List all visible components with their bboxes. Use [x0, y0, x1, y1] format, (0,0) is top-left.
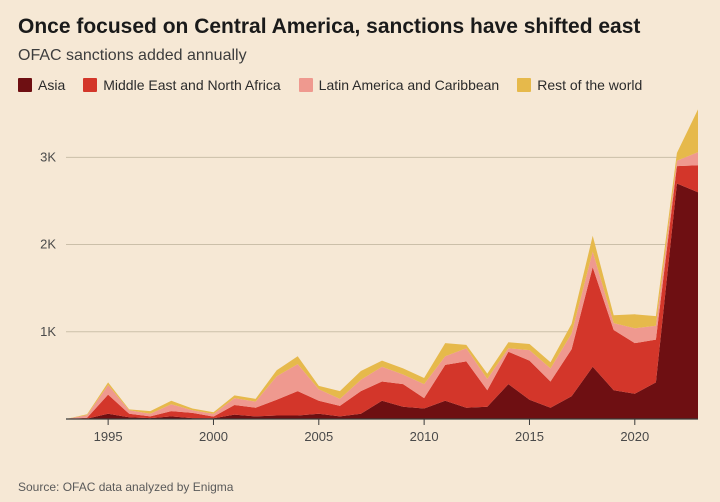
chart-plot: 1K 2K 3K 1995 2000 2005 2010 2015 2020 — [18, 99, 702, 449]
legend-item: Middle East and North Africa — [83, 77, 280, 93]
x-axis-label: 2000 — [199, 429, 228, 444]
x-axis-label: 2005 — [304, 429, 333, 444]
y-axis-label: 1K — [40, 324, 56, 339]
legend-item: Asia — [18, 77, 65, 93]
legend-swatch — [299, 78, 313, 92]
legend-item: Rest of the world — [517, 77, 642, 93]
chart-container: Once focused on Central America, sanctio… — [0, 0, 720, 502]
legend-label: Asia — [38, 77, 65, 93]
legend-label: Rest of the world — [537, 77, 642, 93]
source-text: Source: OFAC data analyzed by Enigma — [18, 480, 233, 494]
legend-swatch — [18, 78, 32, 92]
y-axis-label: 3K — [40, 150, 56, 165]
x-axis-label: 2015 — [515, 429, 544, 444]
y-axis-label: 2K — [40, 237, 56, 252]
legend-label: Middle East and North Africa — [103, 77, 280, 93]
legend-swatch — [83, 78, 97, 92]
x-axis-label: 1995 — [94, 429, 123, 444]
legend-item: Latin America and Caribbean — [299, 77, 500, 93]
x-axis-label: 2020 — [620, 429, 649, 444]
legend-label: Latin America and Caribbean — [319, 77, 500, 93]
legend-swatch — [517, 78, 531, 92]
x-axis-label: 2010 — [410, 429, 439, 444]
area-chart-svg: 1K 2K 3K 1995 2000 2005 2010 2015 2020 — [18, 99, 702, 449]
chart-title: Once focused on Central America, sanctio… — [18, 14, 702, 39]
legend: Asia Middle East and North Africa Latin Am… — [18, 77, 702, 93]
chart-subtitle: OFAC sanctions added annually — [18, 47, 702, 65]
